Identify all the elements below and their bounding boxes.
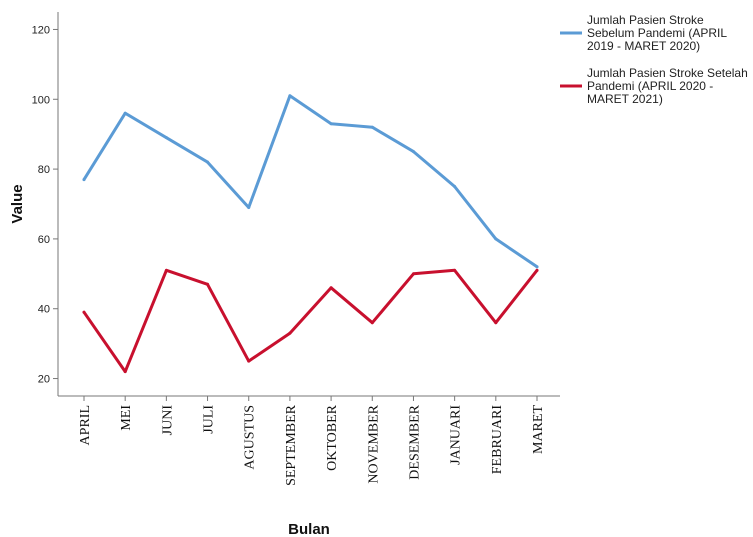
data-point bbox=[164, 136, 168, 140]
y-tick-label: 40 bbox=[38, 304, 50, 316]
series-layer bbox=[82, 94, 539, 374]
x-tick-label: JUNI bbox=[160, 405, 175, 436]
y-tick-label: 80 bbox=[38, 164, 50, 176]
data-point bbox=[123, 370, 127, 374]
x-axis-ticks: APRIL MEI JUNI JULI AGUSTUS SEPTEMBER OKTOBER N… bbox=[78, 396, 546, 486]
data-point bbox=[370, 125, 374, 129]
data-point bbox=[411, 272, 415, 276]
x-tick-label: FEBRUARI bbox=[490, 405, 505, 475]
data-point bbox=[329, 286, 333, 290]
y-axis-ticks: 20 40 60 80 100 120 bbox=[32, 24, 58, 386]
data-point bbox=[206, 282, 210, 286]
x-axis-title: Bulan bbox=[288, 521, 330, 537]
y-tick-label: 20 bbox=[38, 374, 50, 386]
x-tick-label: MARET bbox=[531, 405, 546, 454]
x-tick-label: OKTOBER bbox=[325, 404, 340, 471]
legend-label-2: Jumlah Pasien Stroke Setelah Pandemi (APR… bbox=[587, 66, 748, 106]
x-tick-label: MEI bbox=[119, 405, 134, 431]
data-point bbox=[329, 122, 333, 126]
data-point bbox=[453, 185, 457, 189]
data-point bbox=[370, 321, 374, 325]
x-tick-label: JULI bbox=[202, 405, 217, 434]
data-point bbox=[247, 205, 251, 209]
y-tick-label: 60 bbox=[38, 234, 50, 246]
y-tick-label: 120 bbox=[32, 24, 50, 36]
data-point bbox=[453, 268, 457, 272]
data-point bbox=[164, 268, 168, 272]
chart-axes bbox=[57, 12, 560, 397]
data-point bbox=[535, 268, 539, 272]
data-point bbox=[535, 265, 539, 269]
x-tick-label: APRIL bbox=[78, 405, 93, 445]
series-line-2 bbox=[82, 268, 539, 374]
legend: Jumlah Pasien Stroke Sebelum Pandemi (APR… bbox=[560, 13, 748, 106]
data-point bbox=[288, 331, 292, 335]
data-point bbox=[411, 150, 415, 154]
x-tick-label: DESEMBER bbox=[407, 404, 422, 479]
data-point bbox=[494, 321, 498, 325]
x-tick-label: JANUARI bbox=[449, 405, 464, 465]
data-point bbox=[206, 160, 210, 164]
series-line-1 bbox=[82, 94, 539, 269]
y-axis-title: Value bbox=[9, 184, 26, 223]
x-tick-label: SEPTEMBER bbox=[284, 404, 299, 486]
data-point bbox=[82, 310, 86, 314]
data-point bbox=[123, 111, 127, 115]
data-point bbox=[288, 94, 292, 98]
legend-label-1: Jumlah Pasien Stroke Sebelum Pandemi (APR… bbox=[587, 13, 727, 53]
y-tick-label: 100 bbox=[32, 94, 50, 106]
data-point bbox=[494, 237, 498, 241]
data-point bbox=[82, 178, 86, 182]
data-point bbox=[247, 359, 251, 363]
x-tick-label: AGUSTUS bbox=[243, 405, 258, 470]
x-tick-label: NOVEMBER bbox=[366, 404, 381, 483]
